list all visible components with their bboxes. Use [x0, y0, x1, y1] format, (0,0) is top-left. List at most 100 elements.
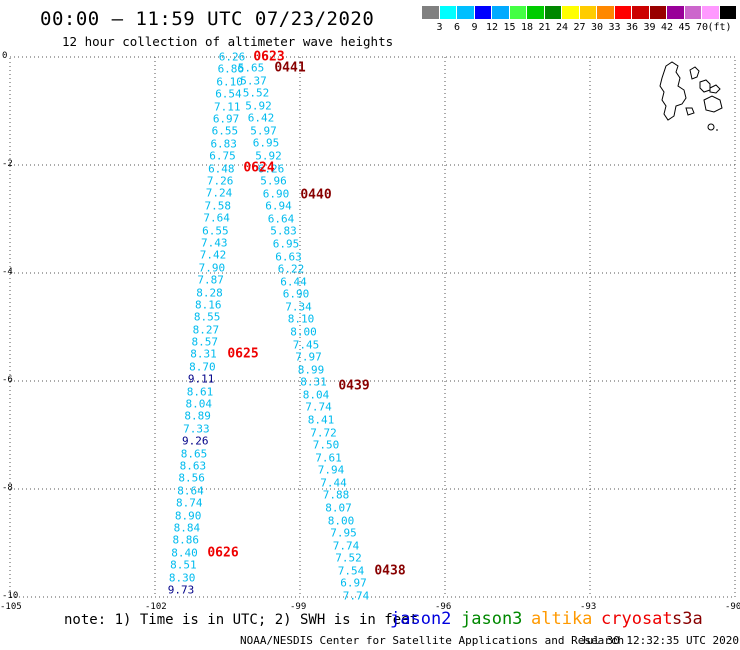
wave-height-label: 7.11: [214, 100, 241, 114]
pass-time-label: 0624: [243, 160, 275, 176]
island-shape: [659, 61, 687, 121]
legend-label: 45: [678, 22, 691, 33]
legend-swatch: [597, 6, 615, 19]
legend-label: 6: [453, 22, 461, 33]
pass-time-label: 0625: [227, 346, 259, 362]
legend-swatch: [527, 6, 545, 19]
legend-label: 18: [520, 22, 534, 33]
color-legend: [422, 6, 737, 19]
satellite-label-cryosat: cryosat: [601, 609, 673, 629]
y-tick-label: -8: [2, 483, 13, 493]
wave-height-label: 8.28: [196, 286, 223, 299]
wave-height-label: 8.40: [171, 546, 198, 560]
wave-height-label: 8.16: [195, 298, 222, 312]
wave-height-label: 7.26: [206, 174, 234, 188]
wave-height-label: 6.54: [215, 87, 242, 101]
wave-height-label: 8.90: [174, 509, 202, 523]
island-shape: [709, 84, 721, 94]
y-tick-label: -4: [2, 267, 13, 277]
legend-label: 27: [573, 22, 586, 33]
wave-height-label: 8.70: [189, 360, 216, 374]
legend-swatch: [614, 6, 632, 19]
pass-time-label: 0623: [253, 49, 285, 65]
wave-height-label: 8.00: [290, 325, 317, 339]
legend-swatch: [562, 6, 580, 19]
wave-height-label: 7.74: [342, 589, 370, 603]
legend-swatch: [492, 6, 510, 19]
wave-height-label: 5.92: [255, 149, 282, 163]
wave-height-label: 6.22: [277, 262, 305, 276]
wave-height-label: 6.90: [282, 287, 310, 301]
wave-height-label: 7.74: [305, 400, 332, 414]
satellite-label-jason3: jason3: [461, 609, 523, 629]
legend-label: 30: [590, 22, 604, 33]
wave-height-label: 6.63: [275, 250, 302, 264]
x-tick-label: -99: [290, 602, 307, 612]
legend-swatch: [632, 6, 650, 19]
wave-height-label: 7.74: [332, 539, 360, 553]
wave-height-label: 8.07: [325, 501, 352, 515]
wave-height-label: 5.83: [270, 224, 297, 238]
x-tick-label: -93: [580, 602, 597, 612]
wave-height-label: 6.86: [217, 62, 245, 76]
wave-height-label: 7.54: [337, 564, 365, 578]
island-shape: [703, 95, 723, 113]
wave-height-label: 8.86: [172, 533, 199, 547]
wave-height-label: 7.34: [285, 300, 312, 314]
wave-height-label: 6.48: [208, 162, 235, 176]
wave-height-label: 7.61: [315, 451, 342, 465]
legend-label: 15: [503, 22, 516, 33]
satellite-label-jason2: jason2: [390, 609, 452, 629]
wave-height-label: 8.04: [185, 397, 213, 411]
wave-height-label: 8.31: [300, 375, 327, 389]
wave-height-label: 5.92: [245, 99, 272, 113]
wave-height-label: 8.51: [170, 558, 197, 572]
y-tick-label: -6: [2, 375, 13, 385]
wave-height-label: 6.42: [247, 111, 275, 125]
pass-time-label: 0626: [207, 545, 239, 561]
legend-swatch: [702, 6, 720, 19]
wave-height-label: 8.56: [178, 471, 205, 485]
wave-height-label: 8.99: [297, 363, 325, 377]
legend-swatch: [544, 6, 562, 19]
wave-height-label: 7.44: [320, 476, 347, 490]
wave-height-label: 6.55: [202, 224, 229, 238]
x-tick-label: -102: [145, 602, 167, 612]
wave-height-label: 9.26: [181, 434, 209, 448]
wave-height-label: 7.42: [199, 248, 227, 262]
wave-height-label: 7.88: [322, 488, 350, 502]
wave-height-label: 7.87: [197, 273, 224, 287]
legend-label: 12: [485, 22, 499, 33]
wave-height-label: 8.41: [307, 413, 335, 427]
galapagos-coastline: [659, 61, 723, 131]
wave-height-label: 7.24: [205, 186, 233, 200]
wave-height-label: 8.65: [180, 447, 208, 461]
x-tick-label: -90: [725, 602, 740, 612]
pass-time-label: 0439: [338, 378, 370, 394]
legend-label: (ft): [707, 22, 732, 33]
x-tick-label: -96: [435, 602, 452, 612]
wave-height-label: 8.57: [191, 335, 218, 349]
wave-height-label: 6.95: [272, 237, 300, 251]
wave-height-label: 6.90: [262, 187, 290, 201]
wave-height-label: 7.33: [183, 422, 210, 436]
legend-label: 9: [471, 22, 478, 33]
legend-swatch: [719, 6, 737, 19]
wave-height-label: 5.96: [260, 174, 287, 188]
wave-height-label: 8.84: [173, 521, 201, 535]
map-grid: [9, 56, 736, 598]
wave-height-label: 8.64: [177, 484, 204, 498]
wave-height-label: 7.58: [204, 199, 232, 213]
page-subtitle: 12 hour collection of altimeter wave hei…: [62, 34, 394, 49]
wave-height-label: 7.52: [335, 551, 362, 565]
wave-height-label: 6.55: [211, 124, 239, 138]
wave-height-label: 7.43: [200, 236, 228, 250]
wave-height-label: 9.73: [167, 583, 195, 597]
legend-swatch: [579, 6, 597, 19]
wave-height-label: 7.97: [295, 350, 322, 364]
satellite-label-s3a: s3a: [672, 609, 703, 629]
legend-label: 42: [660, 22, 674, 33]
wave-height-label: 8.63: [179, 459, 207, 473]
wave-height-label: 6.75: [209, 149, 236, 163]
